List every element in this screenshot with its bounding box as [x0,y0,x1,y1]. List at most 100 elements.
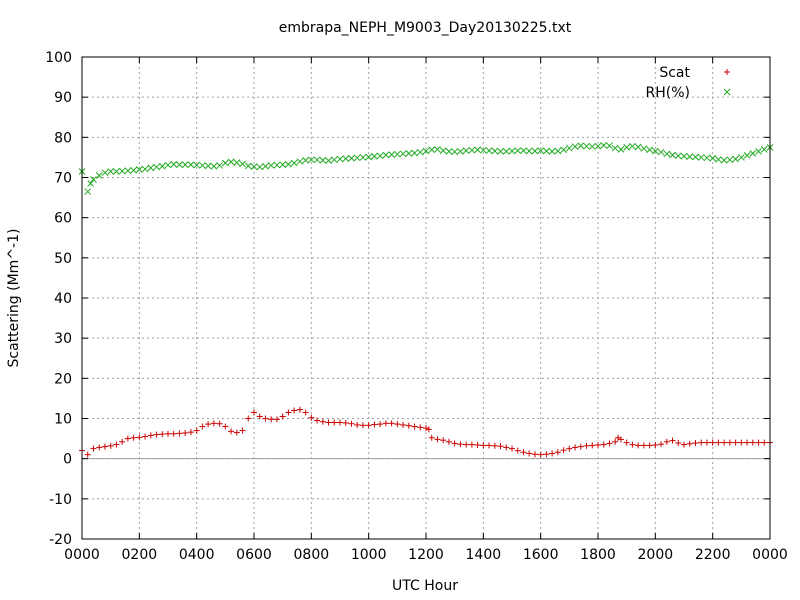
x-axis-label: UTC Hour [392,578,458,594]
x-tick-label: 1400 [466,547,502,563]
legend-marker-rh [723,88,731,96]
rh-point [474,146,481,154]
scat-point [130,434,137,441]
scat-point [308,414,315,421]
rh-point [342,155,350,162]
scat-point [572,444,579,451]
legend-marker-scat-glyph [724,69,730,75]
rh-point [434,146,441,153]
scat-point [96,444,103,451]
rh-point [158,162,166,170]
grid-layer [82,57,770,539]
scat-point [394,421,401,428]
scat-point [199,423,206,430]
rh-point [416,148,424,156]
scat-point [325,419,332,426]
rh-point [107,168,115,175]
rh-point [164,161,172,169]
rh-point [95,172,103,179]
scat-point [549,450,556,457]
rh-point [244,162,252,170]
rh-point [221,159,229,167]
y-tick-label: 70 [54,171,72,187]
series-layer [78,142,774,458]
scat-point [337,419,343,426]
scat-point [445,438,452,445]
rh-point [216,162,223,169]
scat-point [480,442,487,449]
scat-point [669,437,676,444]
scat-point [256,413,263,420]
rh-point [457,148,464,155]
rh-point [623,144,631,151]
scat-point [119,438,126,445]
scat-point [405,422,412,429]
scat-point [113,441,120,448]
scat-point [210,420,217,427]
scat-point [703,439,710,446]
scat-point [170,430,177,437]
chart-title: embrapa_NEPH_M9003_Day20130225.txt [279,20,572,36]
scat-point [239,427,246,434]
rh-point [411,149,418,157]
x-tick-label: 1800 [580,547,616,563]
scat-point [348,420,355,427]
rh-point [393,150,401,158]
y-tick-label: 60 [54,211,72,227]
scat-point [90,445,97,452]
scat-point [291,407,298,414]
y-tick-label: 40 [54,291,72,307]
rh-point [405,150,413,157]
scat-point [543,451,550,458]
rh-point [606,142,613,150]
scat-point [595,442,601,449]
rh-point [371,152,378,160]
scat-point [425,426,432,433]
rh-point [657,148,665,156]
rh-point [199,162,206,169]
rh-point [560,146,567,154]
scat-point [721,439,728,446]
rh-point [388,151,395,158]
scat-point [474,442,481,449]
rh-point [153,163,160,171]
scat-point [698,439,705,446]
rh-point [548,148,556,155]
rh-point [588,143,596,150]
y-tick-label: 90 [54,90,72,106]
rh-point [692,153,699,161]
rh-point [491,147,499,155]
scat-point [245,415,252,422]
scat-point [503,444,510,451]
scat-point [755,439,762,446]
rh-point [285,160,292,168]
scat-point [583,442,590,449]
x-tick-label: 2200 [695,547,731,563]
rh-point [90,176,97,183]
scat-point [388,420,395,427]
rh-point [468,146,476,154]
rh-point [600,142,608,149]
scat-point [279,413,286,420]
legend-marker-rh-glyph [723,88,731,96]
y-tick-label: 10 [54,412,72,428]
scat-point [262,415,269,422]
scat-point [285,409,292,416]
rh-point [348,154,355,162]
rh-point [181,161,189,169]
rh-point [210,162,218,170]
rh-point [669,151,676,159]
y-tick-label: 0 [63,452,72,468]
rh-point [422,147,430,155]
legend-label-scat: Scat [659,65,690,81]
x-tick-label: 0000 [64,547,100,563]
x-tick-label: 1600 [523,547,559,563]
plot-frame [81,56,771,540]
rh-point [353,154,361,162]
scat-point [726,439,733,446]
scat-point [165,430,171,437]
rh-point [279,161,287,169]
scat-point [222,423,229,430]
scat-point [382,420,389,427]
